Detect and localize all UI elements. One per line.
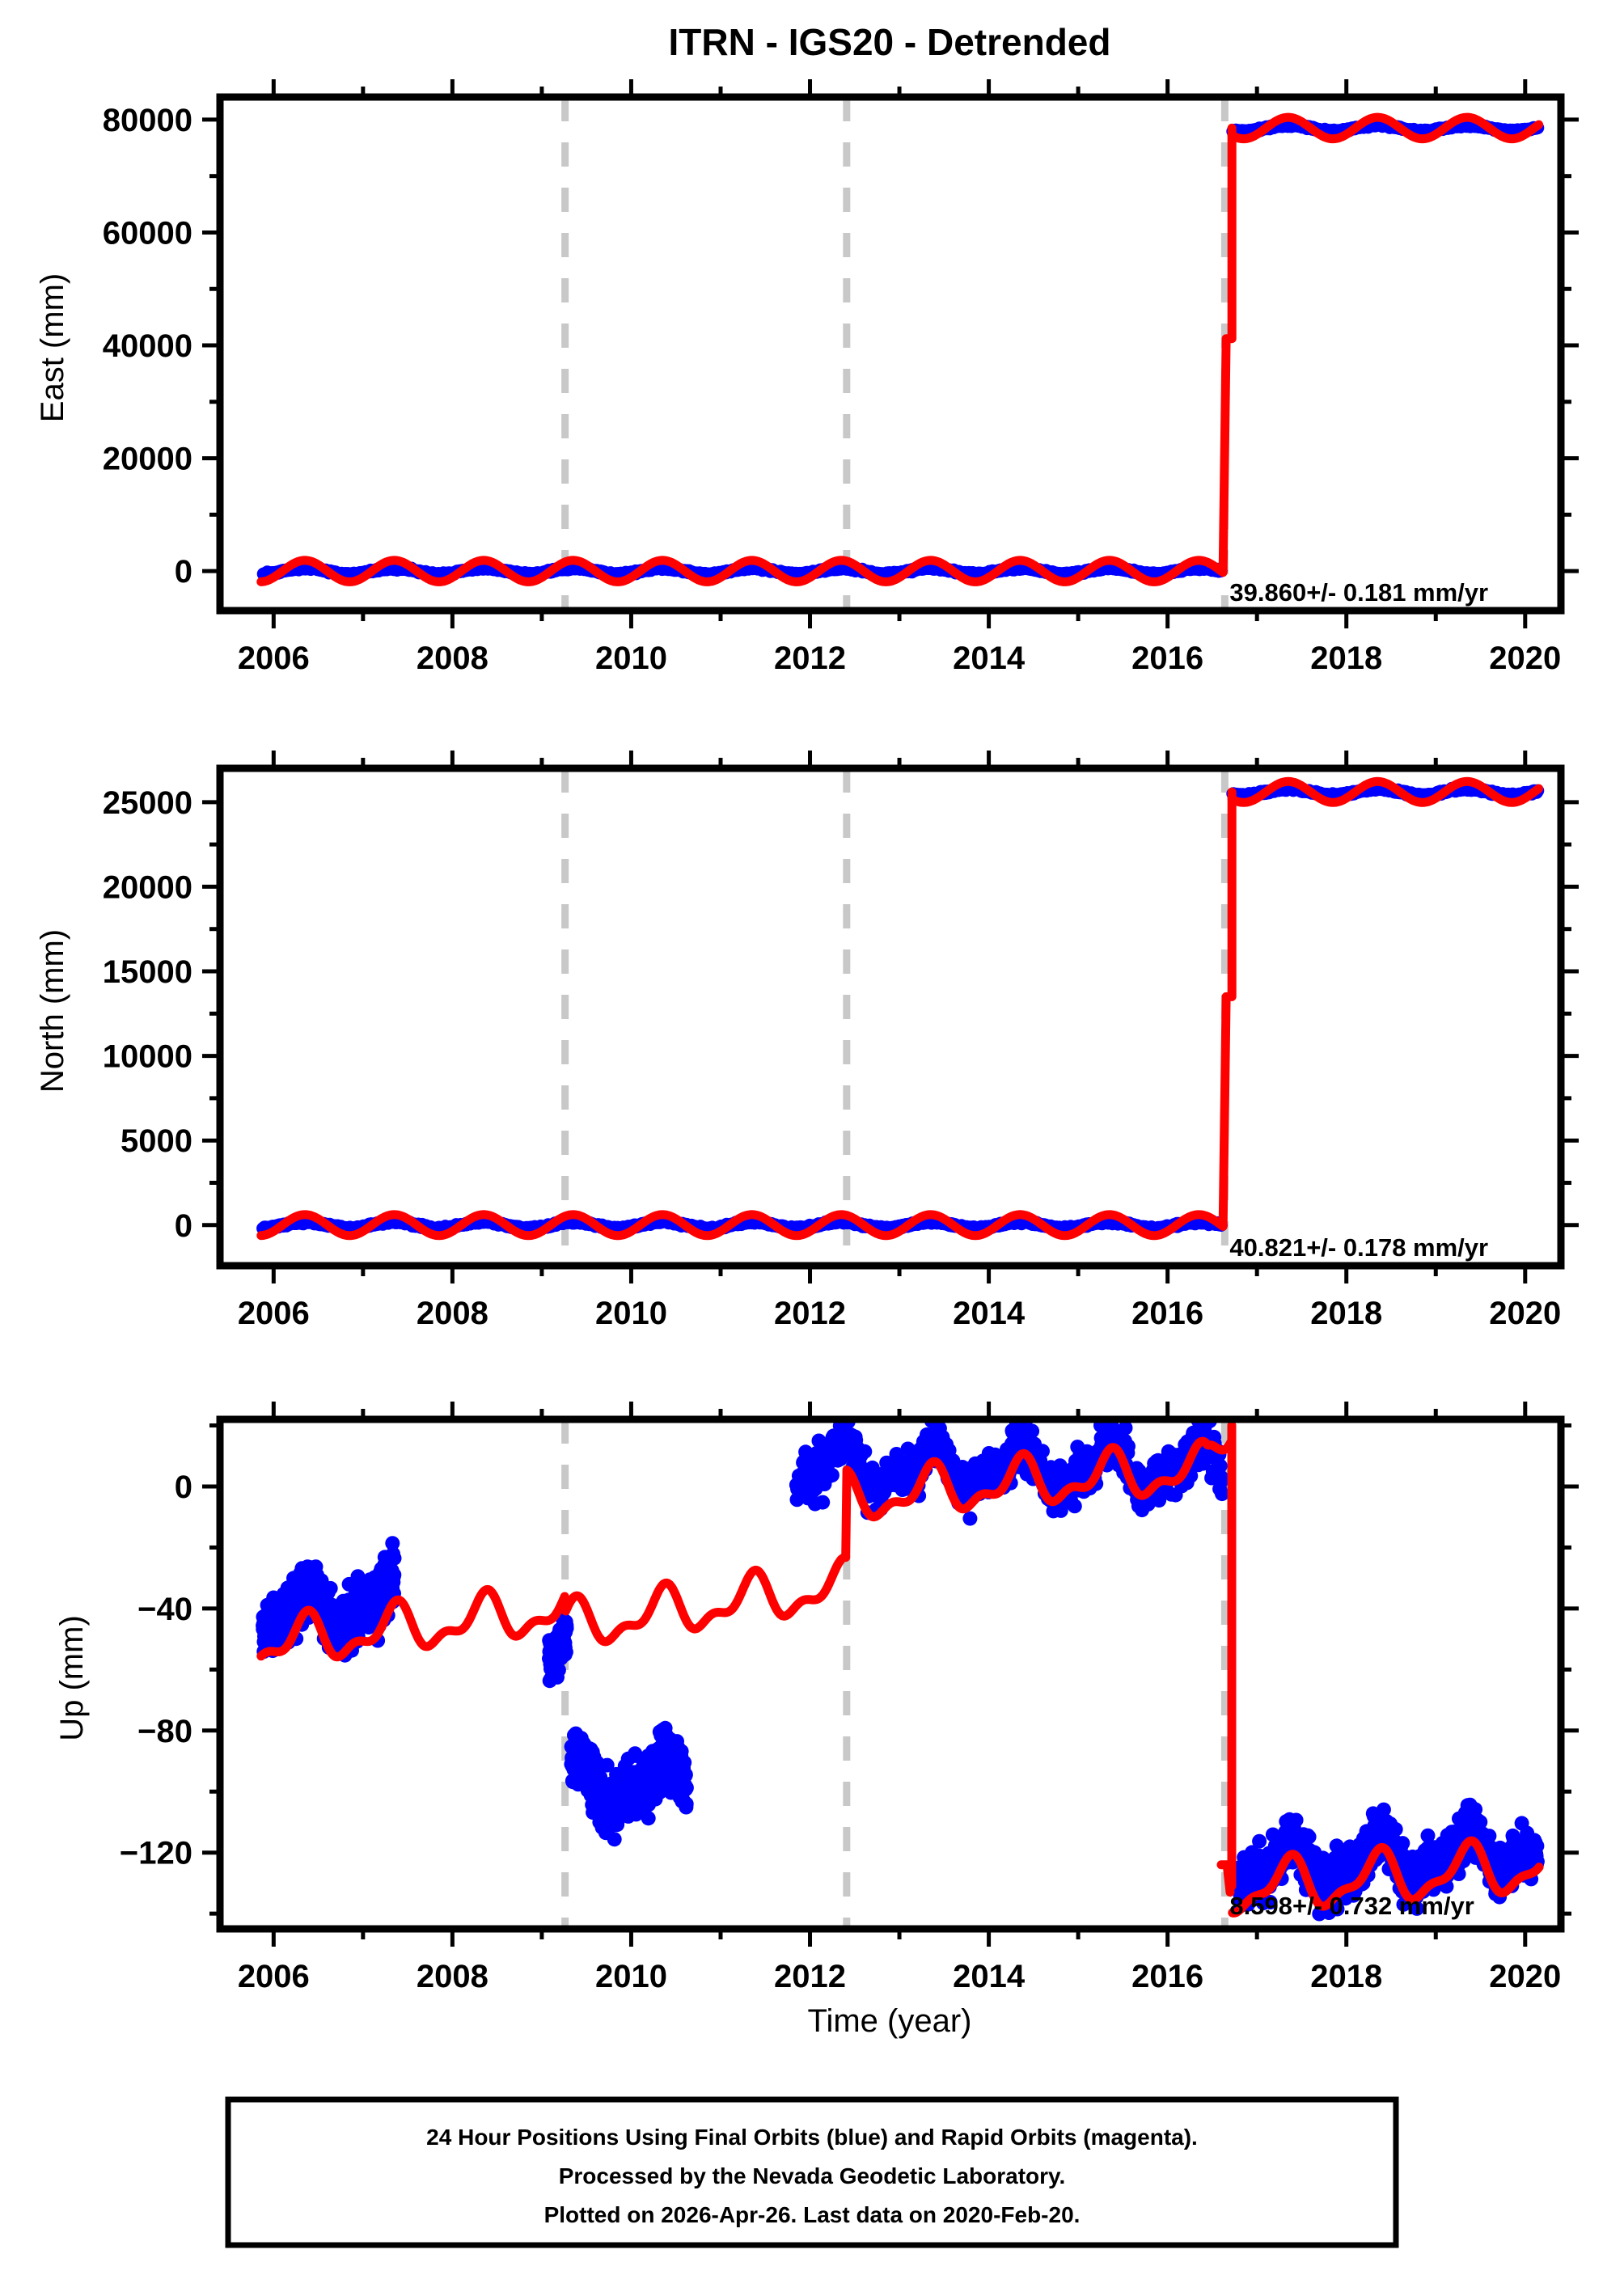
x-tick-label: 2020 bbox=[1489, 1296, 1561, 1331]
y-tick-label: 10000 bbox=[103, 1039, 192, 1075]
x-tick-label: 2006 bbox=[238, 641, 310, 676]
model-step-shoulder bbox=[1216, 1860, 1235, 1897]
x-tick-label: 2020 bbox=[1489, 1959, 1561, 1994]
y-axis-label-north: North (mm) bbox=[35, 929, 70, 1093]
plot-area bbox=[256, 97, 1545, 611]
y-axis-label-east: East (mm) bbox=[35, 273, 70, 422]
model-line-pre-step bbox=[256, 123, 1237, 586]
x-axis-ticks bbox=[271, 751, 1528, 1283]
data-points-final-orbits bbox=[256, 780, 1545, 1237]
rate-annotation-east: 39.860+/- 0.181 mm/yr bbox=[1229, 578, 1488, 607]
x-tick-label: 2016 bbox=[1131, 1959, 1203, 1994]
footer-line-3: Plotted on 2026-Apr-26. Last data on 202… bbox=[544, 2202, 1081, 2227]
x-tick-label: 2016 bbox=[1131, 1296, 1203, 1331]
data-points-final-orbits bbox=[256, 1419, 1545, 1922]
x-tick-label: 2018 bbox=[1310, 1959, 1382, 1994]
x-tick-label: 2008 bbox=[417, 1959, 488, 1994]
axes-frame bbox=[216, 764, 1565, 1270]
y-tick-label: 60000 bbox=[103, 215, 192, 251]
x-tick-label: 2012 bbox=[774, 1296, 846, 1331]
axes-frame bbox=[216, 1415, 1565, 1933]
y-axis-ticks bbox=[202, 1423, 1579, 1916]
x-tick-label: 2012 bbox=[774, 1959, 846, 1994]
x-tick-label: 2016 bbox=[1131, 641, 1203, 676]
y-axis-label-up: Up (mm) bbox=[54, 1615, 90, 1741]
model-line-segment-1 bbox=[256, 1436, 1236, 1662]
x-axis-tick-labels: 2006 2008 2010 2012 2014 2016 2018 2020 bbox=[238, 641, 1561, 676]
x-tick-label: 2008 bbox=[417, 641, 488, 676]
y-axis-ticks bbox=[202, 117, 1579, 573]
x-tick-label: 2020 bbox=[1489, 641, 1561, 676]
y-tick-label: 0 bbox=[175, 1470, 192, 1505]
y-axis-ticks bbox=[202, 800, 1579, 1228]
plot-area bbox=[256, 1419, 1545, 1929]
footer-line-2: Processed by the Nevada Geodetic Laborat… bbox=[559, 2163, 1066, 2188]
y-tick-label: 40000 bbox=[103, 328, 192, 364]
x-tick-label: 2006 bbox=[238, 1296, 310, 1331]
y-tick-label: −120 bbox=[120, 1836, 192, 1871]
y-axis-tick-labels: 0 5000 10000 15000 20000 25000 bbox=[103, 785, 192, 1244]
x-tick-label: 2006 bbox=[238, 1959, 310, 1994]
y-tick-label: 25000 bbox=[103, 785, 192, 821]
footer-box bbox=[225, 2096, 1399, 2248]
y-tick-label: 20000 bbox=[103, 869, 192, 905]
y-tick-label: −80 bbox=[137, 1714, 192, 1749]
x-tick-label: 2014 bbox=[953, 641, 1026, 676]
x-axis-tick-labels: 2006 2008 2010 2012 2014 2016 2018 2020 bbox=[238, 1959, 1561, 1994]
footer-line-1: 24 Hour Positions Using Final Orbits (bl… bbox=[426, 2125, 1198, 2150]
x-tick-label: 2010 bbox=[595, 641, 667, 676]
y-tick-label: 80000 bbox=[103, 103, 192, 138]
x-tick-label: 2018 bbox=[1310, 1296, 1382, 1331]
panel-north: 2006 2008 2010 2012 2014 2016 2018 2020 0 5000 100… bbox=[35, 751, 1579, 1331]
rate-annotation-north: 40.821+/- 0.178 mm/yr bbox=[1229, 1233, 1488, 1262]
x-tick-label: 2010 bbox=[595, 1296, 667, 1331]
rate-annotation-up: 8.598+/- 0.732 mm/yr bbox=[1229, 1892, 1474, 1920]
y-tick-label: 0 bbox=[175, 554, 192, 590]
model-line-pre-step bbox=[256, 787, 1237, 1241]
axes-frame bbox=[216, 93, 1565, 615]
y-axis-tick-labels: 0 20000 40000 60000 80000 bbox=[103, 103, 192, 590]
model-line-segment-2 bbox=[1228, 1836, 1544, 1918]
model-line-post-step bbox=[1227, 776, 1544, 807]
x-axis-label: Time (year) bbox=[808, 2003, 972, 2039]
y-tick-label: 5000 bbox=[121, 1123, 192, 1159]
y-tick-label: −40 bbox=[137, 1592, 192, 1627]
x-tick-label: 2018 bbox=[1310, 641, 1382, 676]
panel-east: 2006 2008 2010 2012 2014 2016 2018 2020 0 20000 40… bbox=[35, 79, 1579, 676]
x-tick-label: 2012 bbox=[774, 641, 846, 676]
page-title: ITRN - IGS20 - Detrended bbox=[669, 21, 1111, 63]
panel-up: 2006 2008 2010 2012 2014 2016 2018 2020 0 −40 −80 −… bbox=[54, 1402, 1579, 1994]
x-tick-label: 2008 bbox=[417, 1296, 488, 1331]
x-tick-label: 2014 bbox=[953, 1296, 1026, 1331]
x-axis-ticks bbox=[271, 79, 1528, 628]
data-points-final-orbits bbox=[256, 117, 1545, 582]
model-line-post-step bbox=[1227, 112, 1544, 144]
plot-area bbox=[256, 768, 1545, 1266]
x-tick-label: 2014 bbox=[953, 1959, 1026, 1994]
x-axis-ticks bbox=[271, 1402, 1528, 1947]
x-axis-tick-labels: 2006 2008 2010 2012 2014 2016 2018 2020 bbox=[238, 1296, 1561, 1331]
y-tick-label: 0 bbox=[175, 1208, 192, 1244]
y-tick-label: 15000 bbox=[103, 954, 192, 990]
x-tick-label: 2010 bbox=[595, 1959, 667, 1994]
y-axis-tick-labels: 0 −40 −80 −120 bbox=[120, 1470, 192, 1871]
y-tick-label: 20000 bbox=[103, 442, 192, 477]
